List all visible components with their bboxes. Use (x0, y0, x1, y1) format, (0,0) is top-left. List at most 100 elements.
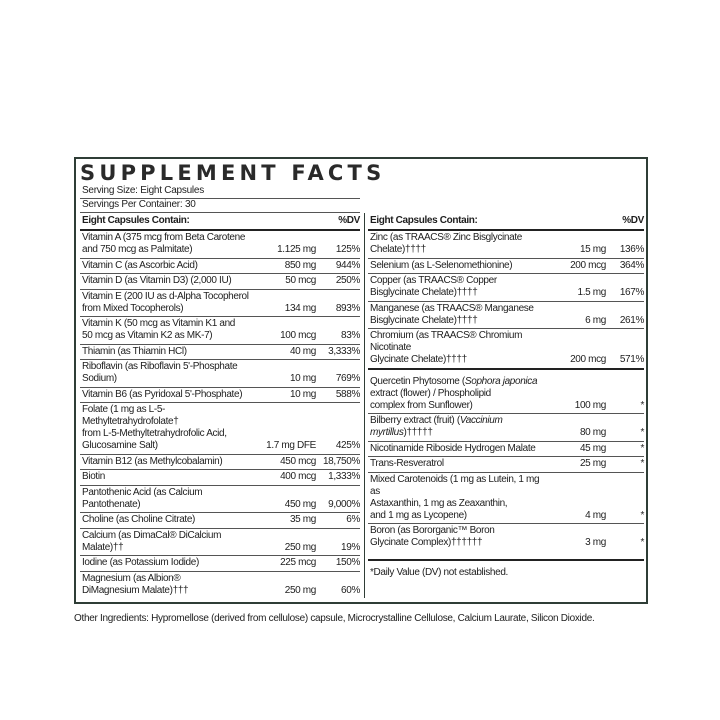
header-dv: %DV (622, 215, 644, 226)
nutrient-name: Vitamin B6 (as Pyridoxal 5'-Phosphate) (82, 388, 243, 400)
nutrient-dv: 1,333% (328, 471, 360, 482)
nutrient-name: Quercetin Phytosome (Sophora japonica ex… (370, 376, 550, 412)
nutrient-amount: 200 mcg (570, 354, 606, 365)
nutrient-row: Manganese (as TRAACS® Manganese Bisglyci… (368, 302, 645, 329)
nutrient-name: Vitamin A (375 mcg from Beta Carotene an… (82, 232, 246, 255)
nutrient-dv: 136% (619, 244, 645, 255)
nutrient-dv: 769% (335, 373, 361, 384)
nutrient-dv: * (640, 458, 644, 469)
nutrient-name: Folate (1 mg as L-5-Methyltetrahydrofola… (82, 404, 227, 451)
nutrient-dv: * (640, 442, 644, 454)
name-text: Mixed Carotenoids (1 mg as Lutein, 1 mg … (370, 473, 540, 521)
nutrient-row: Biotin 400 mcg 1,333% (80, 470, 360, 486)
header-label: Eight Capsules Contain: (370, 215, 478, 226)
nutrient-row: Vitamin B6 (as Pyridoxal 5'-Phosphate) 10… (80, 388, 360, 403)
nutrient-dv: 3,333% (328, 345, 360, 357)
nutrient-row: Folate (1 mg as L-5-Methyltetrahydrofola… (80, 403, 360, 455)
nutrient-dv: * (640, 399, 644, 411)
nutrient-row: Boron (as Bororganic™ Boron Glycinate Co… (368, 524, 644, 551)
nutrient-name: Iodine (as Potassium Iodide) (82, 557, 199, 568)
nutrient-name: Zinc (as TRAACS® Zinc Bisglycinate Chela… (370, 232, 522, 255)
nutrient-amount: 50 mcg (285, 275, 316, 286)
nutrient-amount: 6 mg (585, 314, 606, 326)
nutrient-dv: 125% (335, 244, 361, 255)
footnote: *Daily Value (DV) not established. (368, 558, 644, 585)
nutrient-name: Calcium (as DimaCal® DiCalcium Malate)†† (82, 529, 222, 553)
nutrient-row: Pantothenic Acid (as Calcium Pantothenat… (80, 486, 360, 513)
nutrient-amount: 400 mcg (280, 471, 316, 482)
nutrient-amount: 10 mg (289, 373, 316, 384)
nutrient-amount: 200 mcg (570, 259, 606, 271)
nutrient-name: Selenium (as L-Selenomethionine) (370, 259, 513, 271)
nutrient-row: Choline (as Choline Citrate) 35 mg 6% (80, 513, 360, 529)
header-dv: %DV (338, 215, 360, 226)
nutrient-dv: 250% (335, 275, 361, 286)
nutrient-amount: 250 mg (284, 584, 317, 596)
serving-size: Serving Size: Eight Capsules (80, 185, 360, 199)
nutrient-dv: 893% (335, 302, 361, 314)
nutrient-row: Chromium (as TRAACS® Chromium Nicotinate… (368, 329, 644, 370)
nutrient-row: Mixed Carotenoids (1 mg as Lutein, 1 mg … (368, 473, 644, 524)
nutrient-row: Calcium (as DimaCal® DiCalcium Malate)††… (80, 529, 360, 556)
nutrient-name: Pantothenic Acid (as Calcium Pantothenat… (82, 486, 203, 510)
nutrient-dv: 6% (346, 514, 360, 525)
nutrient-name: Boron (as Bororganic™ Boron Glycinate Co… (370, 525, 550, 549)
nutrient-amount: 45 mg (579, 442, 606, 454)
nutrient-amount: 100 mcg (280, 330, 316, 341)
left-column: Eight Capsules Contain: %DV Vitamin A (3… (76, 213, 360, 598)
name-text: Quercetin Phytosome ( (370, 375, 465, 387)
column-header: Eight Capsules Contain: %DV (80, 213, 360, 231)
nutrient-name: Mixed Carotenoids (1 mg as Lutein, 1 mg … (370, 474, 550, 522)
nutrient-amount: 225 mcg (280, 557, 316, 568)
nutrient-dv: 261% (619, 314, 645, 326)
nutrient-dv: * (640, 509, 644, 521)
nutrient-name: Vitamin B12 (as Methylcobalamin) (82, 455, 223, 467)
nutrient-name: Vitamin C (as Ascorbic Acid) (82, 259, 198, 271)
nutrient-name: Vitamin E (200 IU as d-Alpha Tocopherol … (82, 290, 249, 314)
nutrient-amount: 80 mg (579, 427, 606, 438)
name-text: Bilberry extract (fruit) ( (370, 415, 460, 426)
nutrient-amount: 25 mg (579, 458, 606, 469)
nutrient-amount: 250 mg (284, 541, 317, 553)
nutrient-name: Vitamin K (50 mcg as Vitamin K1 and 50 m… (82, 318, 236, 341)
nutrient-amount: 15 mg (579, 244, 606, 255)
name-text: extract (flower) / Phospholipid complex … (370, 387, 491, 411)
nutrient-dv: 9,000% (328, 498, 360, 510)
nutrient-row: Vitamin B12 (as Methylcobalamin) 450 mcg 1… (80, 455, 360, 470)
nutrient-dv: * (640, 427, 644, 438)
nutrient-name: Riboflavin (as Riboflavin 5'-Phosphate S… (82, 361, 238, 384)
nutrient-row: Nicotinamide Riboside Hydrogen Malate 45 … (368, 442, 644, 457)
nutrient-amount: 450 mcg (280, 455, 316, 467)
header-label: Eight Capsules Contain: (82, 215, 190, 226)
nutrient-name: Copper (as TRAACS® Copper Bisglycinate C… (370, 275, 497, 298)
name-text: )††††† (403, 427, 433, 438)
nutrient-row: Magnesium (as Albion® DiMagnesium Malate… (80, 572, 360, 599)
nutrient-row: Vitamin C (as Ascorbic Acid) 850 mg 944% (80, 259, 361, 274)
nutrient-name: Thiamin (as Thiamin HCl) (82, 345, 187, 357)
nutrient-row: Vitamin D (as Vitamin D3) (2,000 IU) 50 m… (80, 274, 360, 290)
right-column: Eight Capsules Contain: %DV Zinc (as TRA… (368, 213, 644, 598)
nutrient-row: Zinc (as TRAACS® Zinc Bisglycinate Chela… (368, 231, 644, 259)
nutrient-dv: 944% (335, 259, 361, 271)
label-wrapper: SUPPLEMENT FACTS Serving Size: Eight Cap… (74, 157, 648, 625)
nutrient-dv: 18,750% (322, 455, 360, 467)
nutrient-dv: 60% (341, 584, 360, 596)
nutrient-amount: 10 mg (289, 388, 316, 400)
nutrient-row: Vitamin K (50 mcg as Vitamin K1 and 50 m… (80, 317, 360, 345)
nutrient-dv: * (640, 537, 644, 548)
column-divider (364, 213, 365, 598)
nutrient-row: Bilberry extract (fruit) (Vaccinium myrt… (368, 414, 644, 442)
nutrient-row: Vitamin A (375 mcg from Beta Carotene an… (80, 231, 360, 259)
nutrient-name: Choline (as Choline Citrate) (82, 514, 196, 525)
name-text: Boron (as Bororganic™ Boron Glycinate Co… (370, 525, 495, 548)
nutrient-amount: 1.7 mg DFE (266, 440, 316, 451)
nutrient-row: Copper (as TRAACS® Copper Bisglycinate C… (368, 274, 644, 302)
nutrient-name: Bilberry extract (fruit) (Vaccinium myrt… (370, 415, 550, 439)
nutrient-row: Quercetin Phytosome (Sophora japonica ex… (368, 375, 644, 414)
nutrient-amount: 1.125 mg (277, 244, 316, 255)
nutrient-amount: 3 mg (585, 537, 606, 548)
latin-name: Vaccinium myrtillus (370, 415, 503, 438)
nutrient-name: Magnesium (as Albion® DiMagnesium Malate… (82, 572, 189, 596)
nutrient-amount: 35 mg (289, 514, 316, 525)
columns: Eight Capsules Contain: %DV Vitamin A (3… (76, 213, 646, 598)
